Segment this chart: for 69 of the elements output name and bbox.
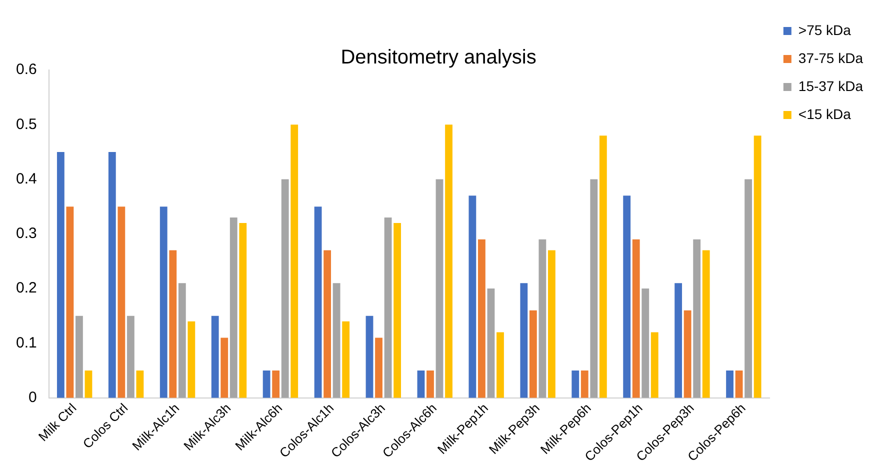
bar [684, 310, 692, 398]
legend-label: 37-75 kDa [798, 50, 864, 66]
bar [342, 321, 350, 398]
y-tick-label: 0.6 [16, 61, 37, 78]
bar [220, 338, 228, 398]
bar [426, 370, 434, 398]
bar [290, 124, 298, 398]
chart-title: Densitometry analysis [340, 46, 536, 69]
bar [76, 316, 83, 398]
legend-label: >75 kDa [798, 22, 852, 38]
bar [468, 196, 476, 398]
bar [572, 370, 580, 398]
bar [314, 206, 322, 398]
bar [623, 196, 631, 398]
bar [529, 310, 537, 398]
bar [66, 206, 74, 398]
y-tick-label: 0.2 [16, 280, 37, 297]
bar [693, 239, 701, 398]
bar [394, 222, 401, 398]
bar [632, 239, 640, 398]
bar [520, 283, 528, 398]
bar [744, 179, 752, 398]
bar [211, 316, 219, 398]
bar [160, 206, 168, 398]
y-tick-label: 0 [28, 388, 37, 406]
bar [650, 332, 658, 398]
bar [726, 370, 734, 398]
bar [487, 288, 495, 398]
bar [324, 250, 331, 398]
x-tick-label: Milk Ctrl [35, 400, 80, 444]
bar [702, 250, 710, 398]
bar [436, 179, 444, 398]
bar [496, 332, 504, 398]
bar [188, 321, 196, 398]
bar [599, 136, 607, 398]
bar [580, 370, 588, 398]
y-tick-label: 0.1 [16, 334, 37, 352]
bar [272, 370, 280, 398]
bar [590, 179, 598, 398]
bar [118, 206, 126, 398]
bar [642, 288, 650, 398]
bar [384, 218, 392, 398]
bar [178, 283, 186, 398]
bar [674, 283, 682, 398]
bar [478, 239, 486, 398]
bar [281, 179, 289, 398]
bar [375, 338, 382, 398]
legend-label: <15 kDa [798, 106, 852, 122]
bar [366, 316, 374, 398]
bar [230, 218, 238, 398]
bar [332, 283, 340, 398]
bar [262, 370, 270, 398]
legend-label: 15-37 kDa [798, 78, 864, 94]
bar [417, 370, 425, 398]
y-tick-label: 0.3 [16, 225, 37, 242]
bar [239, 222, 247, 398]
bar [126, 316, 134, 398]
bar [108, 152, 116, 398]
y-tick-label: 0.4 [16, 170, 37, 188]
bar [56, 152, 64, 398]
bar [754, 136, 762, 398]
bar [445, 124, 452, 398]
bar [538, 239, 546, 398]
bar [84, 370, 92, 398]
bar [735, 370, 743, 398]
bar [548, 250, 556, 398]
y-tick-label: 0.5 [16, 116, 37, 133]
bar [169, 250, 177, 398]
bar [136, 370, 144, 398]
